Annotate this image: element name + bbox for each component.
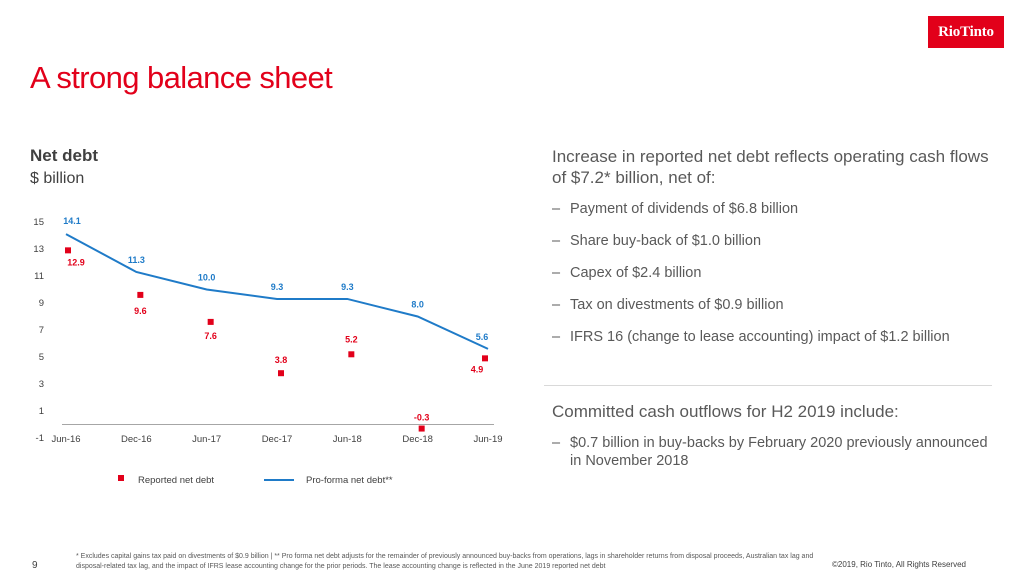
data-point-reported — [348, 351, 355, 358]
data-point-reported — [137, 291, 144, 298]
chart-title: Net debt — [30, 146, 98, 165]
data-label-reported: 7.6 — [204, 331, 217, 341]
bullet-item: Tax on divestments of $0.9 billion — [552, 296, 992, 314]
panel-heading: Increase in reported net debt reflects o… — [552, 147, 989, 187]
data-label-pro-forma: 14.1 — [63, 216, 81, 226]
data-label-reported: 12.9 — [67, 257, 85, 267]
y-tick-label: 5 — [39, 352, 44, 363]
y-tick-label: 15 — [33, 217, 44, 228]
data-label-pro-forma: 9.3 — [341, 282, 354, 292]
y-tick-label: 7 — [39, 325, 44, 336]
data-point-reported — [207, 318, 214, 325]
legend-label-reported: Reported net debt — [138, 475, 214, 486]
legend-marker-reported — [118, 475, 124, 481]
data-label-pro-forma: 5.6 — [476, 332, 489, 342]
x-tick-label: Jun-19 — [473, 434, 502, 445]
series-line-pro-forma — [65, 233, 489, 350]
x-tick-label: Dec-17 — [262, 434, 293, 445]
bullet-list: Payment of dividends of $6.8 billion Sha… — [552, 200, 992, 346]
bullet-item: Share buy-back of $1.0 billion — [552, 232, 992, 250]
divider — [544, 385, 992, 386]
data-point-reported — [278, 370, 284, 377]
y-tick-label: -1 — [36, 433, 44, 444]
data-label-reported: 9.6 — [134, 306, 147, 316]
bullet-list-2: $0.7 billion in buy-backs by February 20… — [552, 434, 992, 470]
x-tick-label: Jun-17 — [192, 434, 221, 445]
page-number: 9 — [32, 560, 38, 571]
data-label-reported: 5.2 — [345, 334, 358, 344]
data-label-pro-forma: 9.3 — [271, 282, 284, 292]
footnote: * Excludes capital gains tax paid on div… — [76, 553, 814, 570]
chart-subtitle: $ billion — [30, 170, 85, 187]
legend-label-pro-forma: Pro-forma net debt** — [306, 475, 393, 486]
x-tick-label: Dec-18 — [402, 434, 433, 445]
data-label-pro-forma: 11.3 — [128, 255, 145, 265]
page-title: A strong balance sheet — [30, 60, 333, 95]
y-tick-label: 3 — [39, 379, 44, 390]
data-label-reported: 3.8 — [275, 355, 288, 365]
data-label-reported: -0.3 — [414, 413, 430, 423]
bullet-item: IFRS 16 (change to lease accounting) imp… — [552, 328, 992, 346]
rio-tinto-logo: RioTinto — [928, 16, 1004, 48]
right-panel: Increase in reported net debt reflects o… — [552, 146, 992, 360]
y-tick-label: 13 — [33, 244, 44, 255]
data-point-reported — [65, 247, 71, 254]
x-tick-label: Jun-18 — [333, 434, 362, 445]
y-tick-label: 11 — [34, 271, 44, 282]
bullet-item: $0.7 billion in buy-backs by February 20… — [552, 434, 992, 470]
y-tick-label: 9 — [39, 298, 44, 309]
data-label-reported: 4.9 — [471, 364, 484, 374]
data-point-reported — [482, 355, 488, 362]
x-tick-label: Jun-16 — [51, 434, 80, 445]
bullet-item: Payment of dividends of $6.8 billion — [552, 200, 992, 218]
y-tick-label: 1 — [39, 406, 44, 417]
right-panel-secondary: Committed cash outflows for H2 2019 incl… — [552, 401, 992, 484]
x-tick-label: Dec-16 — [121, 434, 152, 445]
copyright: ©2019, Rio Tinto, All Rights Reserved — [832, 560, 966, 569]
data-label-pro-forma: 10.0 — [198, 273, 216, 283]
data-label-pro-forma: 8.0 — [411, 300, 424, 310]
panel-heading-2: Committed cash outflows for H2 2019 incl… — [552, 402, 899, 421]
bullet-item: Capex of $2.4 billion — [552, 264, 992, 282]
data-point-reported — [418, 425, 425, 432]
